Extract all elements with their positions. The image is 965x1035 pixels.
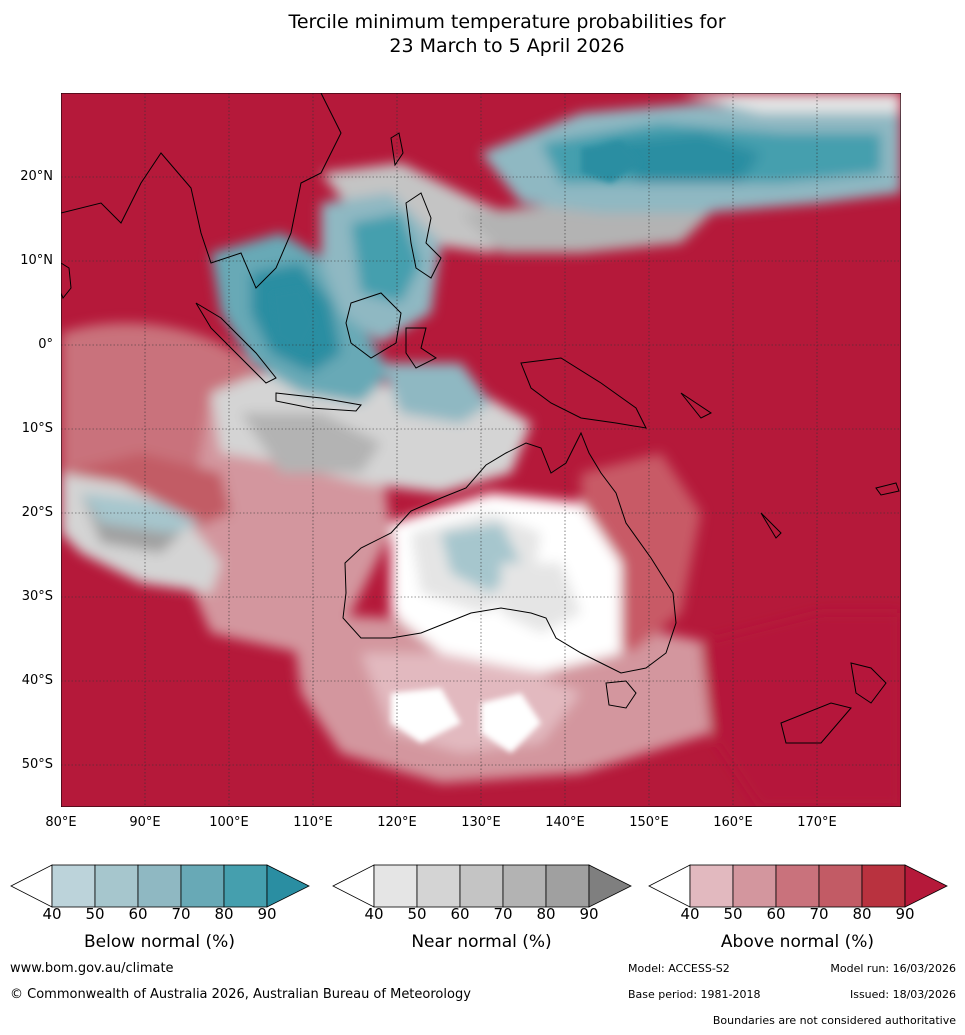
colorbar-title: Below normal (%) — [84, 932, 235, 952]
colorbar-extend-low — [332, 864, 375, 908]
colorbar-extend-low — [10, 864, 53, 908]
colorbar-extend-high — [266, 864, 310, 908]
colorbar-tick-label: 80 — [214, 905, 234, 923]
colorbar-title: Near normal (%) — [411, 932, 552, 952]
colorbar-tick-label: 70 — [493, 905, 513, 923]
australia-outline — [342, 431, 677, 674]
longitude-label: 80°E — [45, 815, 77, 830]
colorbar-extend-high — [904, 864, 948, 908]
colorbar-segment — [51, 864, 96, 908]
colorbar-segment — [94, 864, 139, 908]
philippines-outline — [405, 192, 442, 279]
colorbar-2 — [332, 864, 632, 908]
probability-map — [61, 93, 901, 807]
longitude-label: 160°E — [713, 815, 753, 830]
colorbar-segment — [545, 864, 590, 908]
tasmania-outline — [605, 680, 637, 709]
colorbar-tick-label: 60 — [766, 905, 786, 923]
longitude-label: 130°E — [461, 815, 501, 830]
colorbar-segment — [223, 864, 268, 908]
colorbar-tick-label: 60 — [128, 905, 148, 923]
mainland-asia-outline — [61, 93, 342, 289]
colorbar-segment — [502, 864, 547, 908]
colorbar-tick-label: 40 — [42, 905, 62, 923]
colorbar-tick-label: 70 — [171, 905, 191, 923]
latitude-label: 0° — [38, 337, 53, 352]
longitude-label: 110°E — [293, 815, 333, 830]
colorbar-tick-label: 90 — [895, 905, 915, 923]
latitude-label: 10°N — [20, 253, 53, 268]
colorbar-tick-label: 90 — [257, 905, 277, 923]
java-outline — [275, 392, 362, 412]
sulawesi-outline — [405, 327, 437, 369]
sri-lanka-outline — [61, 262, 72, 299]
taiwan-outline — [390, 132, 404, 167]
colorbar-3 — [648, 864, 948, 908]
longitude-label: 100°E — [209, 815, 249, 830]
colorbar-title: Above normal (%) — [720, 932, 875, 952]
longitude-label: 120°E — [377, 815, 417, 830]
colorbar-segment — [775, 864, 820, 908]
colorbar-tick-label: 90 — [579, 905, 599, 923]
colorbar-segment — [861, 864, 906, 908]
colorbar-segment — [373, 864, 418, 908]
latitude-label: 30°S — [21, 589, 53, 604]
colorbar-segment — [459, 864, 504, 908]
longitude-label: 90°E — [129, 815, 161, 830]
new-zealand-outline — [780, 662, 887, 744]
title-line-1: Tercile minimum temperature probabilitie… — [288, 11, 726, 33]
pacific-islands-outline — [680, 392, 900, 539]
coastlines — [61, 93, 900, 744]
latitude-label: 10°S — [21, 421, 53, 436]
longitude-label: 150°E — [629, 815, 669, 830]
new-guinea-outline — [520, 357, 647, 429]
colorbar-tick-label: 80 — [536, 905, 556, 923]
model-run-text: Model run: 16/03/2026 — [830, 962, 956, 975]
latitude-label: 20°S — [21, 505, 53, 520]
disclaimer-text: Boundaries are not considered authoritat… — [712, 1014, 956, 1027]
latitude-label: 50°S — [21, 757, 53, 772]
map-title: Tercile minimum temperature probabilitie… — [0, 10, 965, 58]
model-text: Model: ACCESS-S2 — [628, 962, 730, 975]
issued-text: Issued: 18/03/2026 — [849, 988, 956, 1001]
colorbar-segment — [416, 864, 461, 908]
colorbar-extend-high — [588, 864, 632, 908]
latitude-label: 20°N — [20, 169, 53, 184]
copyright-text: © Commonwealth of Australia 2026, Austra… — [10, 987, 471, 1002]
base-period-text: Base period: 1981-2018 — [628, 988, 761, 1001]
map-svg — [61, 93, 901, 807]
colorbar-tick-label: 70 — [809, 905, 829, 923]
colorbar-1 — [10, 864, 310, 908]
colorbar-tick-label: 50 — [407, 905, 427, 923]
website-text: www.bom.gov.au/climate — [10, 961, 174, 976]
latitude-label: 40°S — [21, 673, 53, 688]
colorbar-tick-label: 80 — [852, 905, 872, 923]
colorbar-tick-label: 50 — [723, 905, 743, 923]
sumatra-outline — [195, 302, 277, 384]
borneo-outline — [345, 292, 402, 359]
probability-contours — [61, 93, 901, 807]
colorbar-tick-label: 60 — [450, 905, 470, 923]
longitude-label: 140°E — [545, 815, 585, 830]
colorbar-segment — [689, 864, 734, 908]
colorbar-tick-label: 50 — [85, 905, 105, 923]
colorbar-segment — [137, 864, 182, 908]
colorbar-extend-low — [648, 864, 691, 908]
longitude-label: 170°E — [797, 815, 837, 830]
colorbar-segment — [818, 864, 863, 908]
title-line-2: 23 March to 5 April 2026 — [389, 35, 625, 57]
colorbar-tick-label: 40 — [364, 905, 384, 923]
colorbar-segment — [732, 864, 777, 908]
colorbar-tick-label: 40 — [680, 905, 700, 923]
colorbar-segment — [180, 864, 225, 908]
